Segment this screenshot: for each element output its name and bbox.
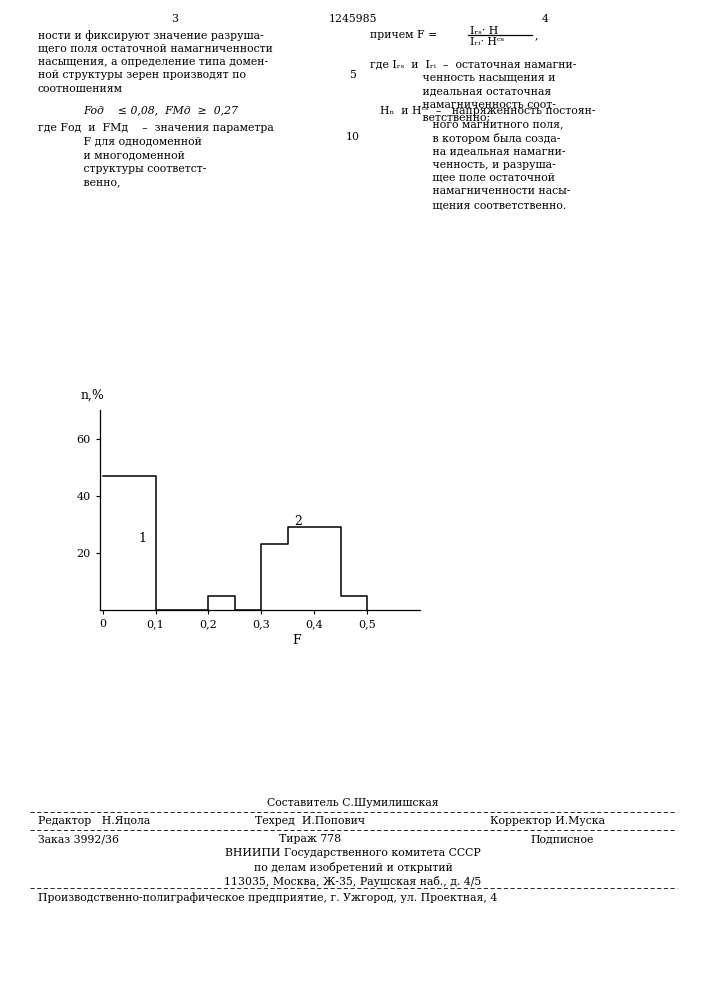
Text: намагниченности насы-: намагниченности насы- — [380, 186, 571, 196]
Text: 2: 2 — [294, 515, 303, 528]
Text: щее поле остаточной: щее поле остаточной — [380, 173, 555, 183]
Text: намагниченность соот-: намагниченность соот- — [370, 100, 556, 109]
Text: насыщения, а определение типа домен-: насыщения, а определение типа домен- — [38, 57, 268, 67]
Text: идеальная остаточная: идеальная остаточная — [370, 86, 551, 96]
Text: Hₙ  и Hᶜˢ  –   напряженность постоян-: Hₙ и Hᶜˢ – напряженность постоян- — [380, 105, 595, 115]
Text: Составитель С.Шумилишская: Составитель С.Шумилишская — [267, 798, 439, 808]
Text: Подписное: Подписное — [530, 834, 593, 844]
Text: Производственно-полиграфическое предприятие, г. Ужгород, ул. Проектная, 4: Производственно-полиграфическое предприя… — [38, 892, 497, 903]
Text: Корректор И.Муска: Корректор И.Муска — [490, 816, 605, 826]
Text: 113035, Москва, Ж-35, Раушская наб., д. 4/5: 113035, Москва, Ж-35, Раушская наб., д. … — [224, 876, 481, 887]
Text: по делам изобретений и открытий: по делам изобретений и открытий — [254, 862, 452, 873]
Text: ченность насыщения и: ченность насыщения и — [370, 73, 556, 83]
Text: на идеальная намагни-: на идеальная намагни- — [380, 146, 566, 156]
Text: F для однодоменной: F для однодоменной — [38, 136, 202, 146]
Text: ченность, и разруша-: ченность, и разруша- — [380, 159, 556, 169]
Text: Iᵣₛ· H: Iᵣₛ· H — [470, 26, 498, 36]
Text: Iᵣᵢ· Hᶜˢ: Iᵣᵢ· Hᶜˢ — [470, 37, 504, 47]
Text: причем F =: причем F = — [370, 30, 437, 40]
Text: ного магнитного поля,: ного магнитного поля, — [380, 119, 563, 129]
Text: ВНИИПИ Государственного комитета СССР: ВНИИПИ Государственного комитета СССР — [225, 848, 481, 858]
Text: 1245985: 1245985 — [329, 14, 378, 24]
Text: Fод    ≤ 0,08,  FМд  ≥  0,27: Fод ≤ 0,08, FМд ≥ 0,27 — [83, 105, 238, 115]
Text: ветственно;: ветственно; — [370, 113, 490, 123]
Text: ,: , — [535, 30, 539, 40]
Text: F: F — [292, 634, 300, 647]
Text: Тираж 778: Тираж 778 — [279, 834, 341, 844]
Text: n,%: n,% — [81, 389, 105, 402]
Text: Редактор   Н.Яцола: Редактор Н.Яцола — [38, 816, 151, 826]
Text: 5: 5 — [349, 70, 356, 81]
Text: 4: 4 — [542, 14, 549, 24]
Text: структуры соответст-: структуры соответст- — [38, 163, 206, 174]
Text: 10: 10 — [346, 132, 360, 142]
Text: 1: 1 — [139, 532, 146, 545]
Text: и многодоменной: и многодоменной — [38, 150, 185, 160]
Text: в котором была созда-: в котором была созда- — [380, 132, 561, 143]
Text: Заказ 3992/36: Заказ 3992/36 — [38, 834, 119, 844]
Text: Техред  И.Попович: Техред И.Попович — [255, 816, 365, 826]
Text: ной структуры зерен производят по: ной структуры зерен производят по — [38, 70, 246, 81]
Text: щего поля остаточной намагниченности: щего поля остаточной намагниченности — [38, 43, 273, 53]
Text: соотношениям: соотношениям — [38, 84, 123, 94]
Text: ности и фиксируют значение разруша-: ности и фиксируют значение разруша- — [38, 30, 264, 41]
Text: где Iᵣₛ  и  Iᵣᵢ  –  остаточная намагни-: где Iᵣₛ и Iᵣᵢ – остаточная намагни- — [370, 59, 576, 69]
Text: где Fод  и  FМд    –  значения параметра: где Fод и FМд – значения параметра — [38, 123, 274, 133]
Text: венно,: венно, — [38, 177, 120, 187]
Text: щения соответственно.: щения соответственно. — [380, 200, 566, 210]
Text: 3: 3 — [172, 14, 178, 24]
